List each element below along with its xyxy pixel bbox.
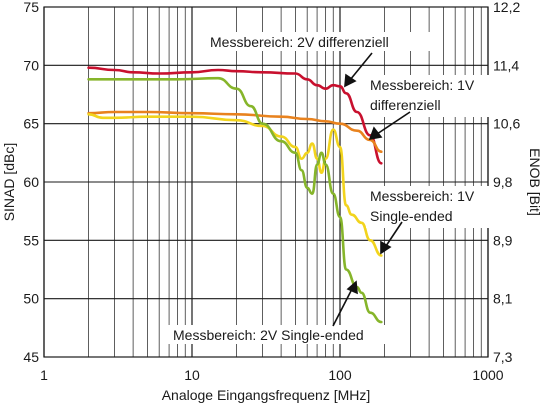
series-line-1 — [87, 110, 383, 153]
x-tick-label: 1 — [40, 367, 48, 383]
annotation-2v-single-ended: Messbereich: 2V Single-ended — [173, 327, 364, 343]
arrow-1v-differenziell-head — [368, 126, 383, 141]
y-tick-label: 60 — [23, 174, 39, 190]
arrow-1v-single-ended — [385, 221, 403, 247]
y2-tick-label: 8,1 — [493, 291, 513, 307]
series-lines — [87, 66, 383, 324]
major-grid — [43, 6, 489, 358]
annotation-1v-single-ended-line2: Single-ended — [370, 208, 453, 224]
y-tick-label: 50 — [23, 291, 39, 307]
y2-tick-label: 8,9 — [493, 232, 513, 248]
annotation-arrows — [332, 52, 411, 327]
arrow-2v-differenziell-head — [344, 73, 357, 88]
annotation-1v-differenziell-line1: Messbereich: 1V — [370, 77, 475, 93]
y2-tick-label: 11,4 — [493, 57, 519, 73]
y2-axis-title: ENOB [Bit] — [527, 148, 540, 216]
y2-tick-label: 7,3 — [493, 349, 513, 365]
y2-tick-label: 10,6 — [493, 116, 520, 132]
annotation-bg-2v-se — [168, 325, 386, 344]
y-tick-label: 55 — [23, 232, 39, 248]
y-axis-title: SINAD [dBc] — [1, 143, 17, 222]
x-tick-label: 100 — [328, 367, 352, 383]
annotation-1v-differenziell-line2: differenziell — [370, 97, 441, 113]
y-tick-label: 45 — [23, 349, 39, 365]
arrow-1v-differenziell — [376, 111, 411, 135]
y2-tick-labels: 7,3 8,1 8,9 9,8 10,6 11,4 12,2 — [493, 0, 520, 365]
arrow-2v-differenziell — [349, 52, 373, 81]
series-line-3 — [87, 76, 383, 324]
series-line-0 — [87, 66, 383, 165]
x-tick-label: 1000 — [472, 367, 503, 383]
x-tick-labels: 1 10 100 1000 — [40, 367, 504, 383]
x-tick-label: 10 — [184, 367, 200, 383]
y-tick-label: 70 — [23, 57, 39, 73]
y-tick-labels: 45 50 55 60 65 70 75 — [23, 0, 39, 365]
arrow-2v-single-ended — [332, 288, 353, 327]
annotation-2v-differenziell: Messbereich: 2V differenziell — [210, 34, 389, 50]
annotation-1v-single-ended-line1: Messbereich: 1V — [370, 188, 475, 204]
x-axis-title: Analoge Eingangsfrequenz [MHz] — [162, 387, 371, 403]
series-line-2 — [87, 113, 383, 257]
annotation-bg-1v-se — [366, 186, 490, 228]
y-tick-label: 65 — [23, 116, 39, 132]
plot-frame — [43, 6, 489, 358]
y2-tick-label: 12,2 — [493, 0, 520, 15]
annotation-bg-1v-diff — [366, 75, 490, 117]
arrow-2v-single-ended-head — [346, 280, 358, 295]
arrow-1v-single-ended-head — [380, 240, 392, 255]
y2-tick-label: 9,8 — [493, 174, 513, 190]
y-tick-label: 75 — [23, 0, 39, 15]
annotation-bg-2v-diff — [204, 32, 430, 51]
